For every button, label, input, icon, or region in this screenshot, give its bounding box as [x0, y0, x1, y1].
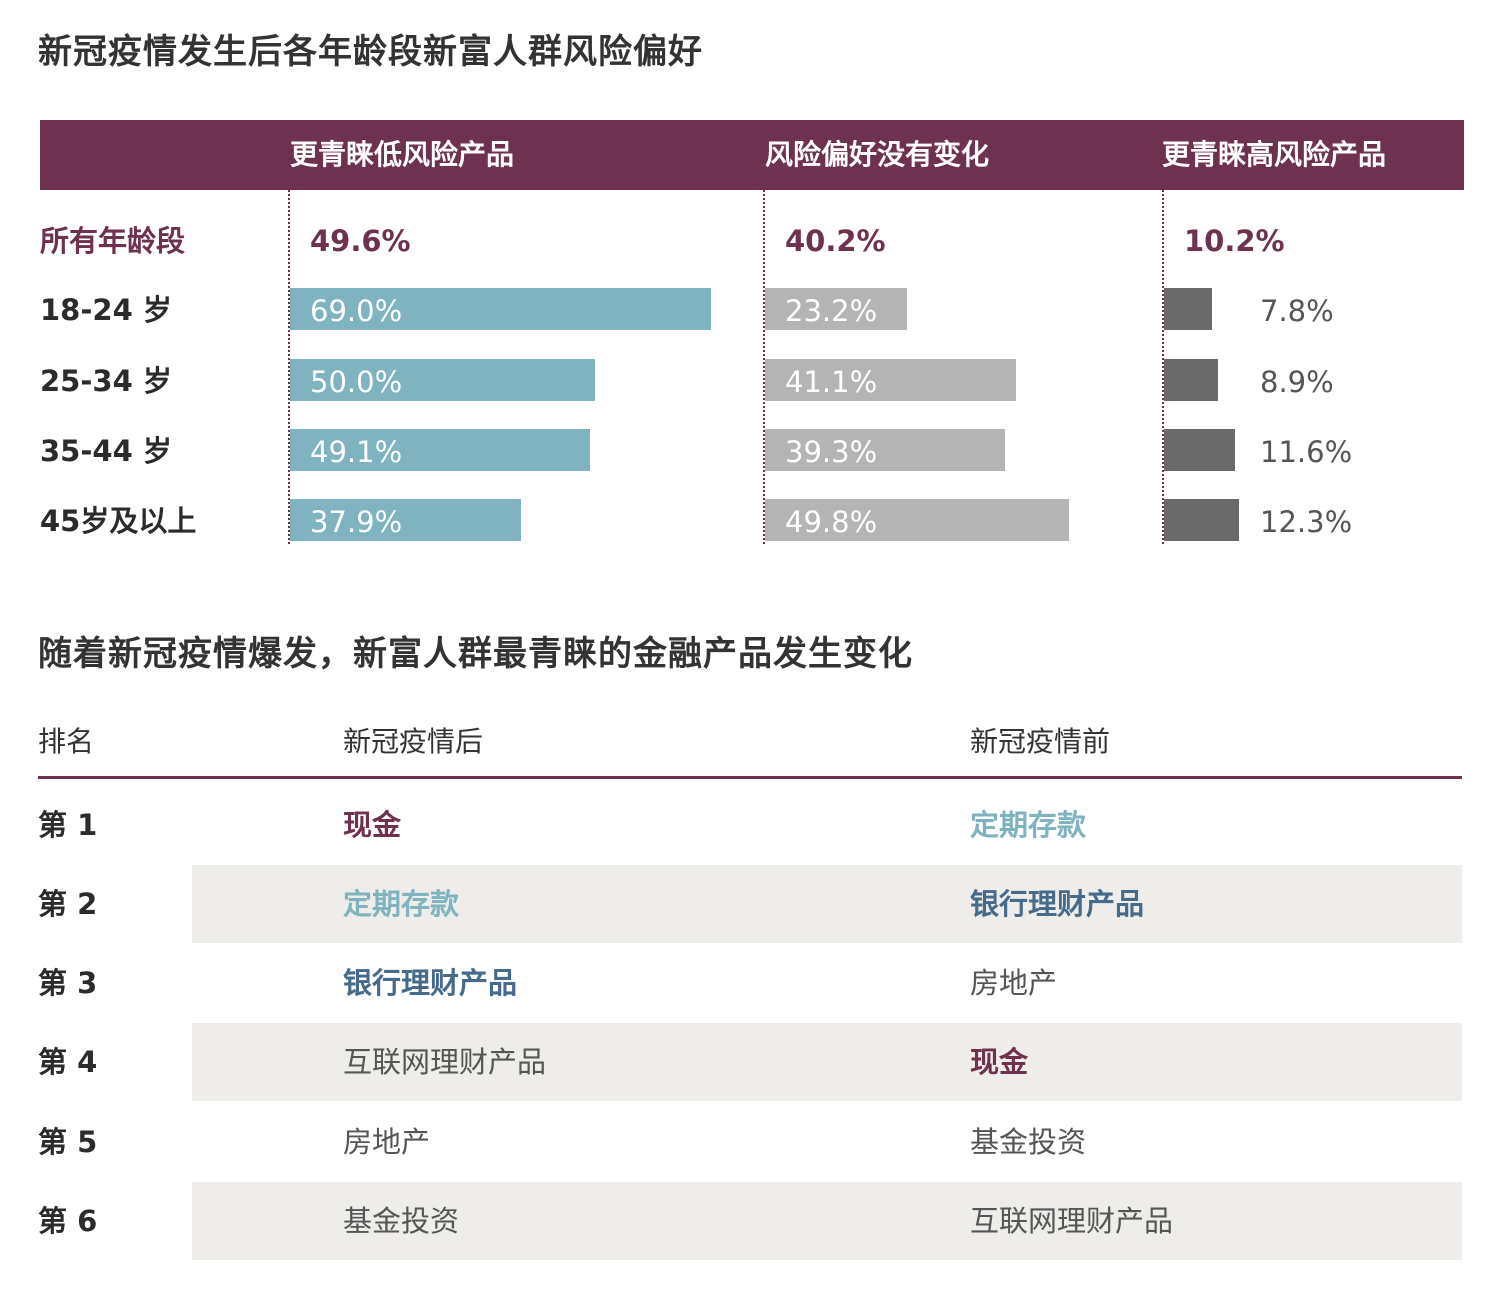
table-after-cell: 银行理财产品 [343, 966, 518, 1000]
bar-no-change [765, 359, 1016, 401]
chart-title: 新冠疫情发生后各年龄段新富人群风险偏好 [38, 32, 703, 72]
header-high-risk: 更青睐高风险产品 [1162, 138, 1387, 171]
bar-label-high-risk: 12.3% [1260, 505, 1353, 539]
bar-label-low-risk: 50.0% [310, 365, 403, 399]
row-shade [192, 865, 1462, 943]
table-header-rank: 排名 [38, 725, 95, 758]
divider-low-risk [288, 190, 290, 544]
table-after-cell: 房地产 [343, 1125, 431, 1159]
table-rank-cell: 第 6 [38, 1204, 98, 1238]
header-no-change: 风险偏好没有变化 [765, 138, 990, 171]
bar-label-no-change: 23.2% [785, 294, 878, 328]
bar-low-risk [290, 359, 595, 401]
table-header-before: 新冠疫情前 [970, 725, 1111, 758]
row-label: 18-24 岁 [40, 293, 172, 327]
row-label: 所有年龄段 [40, 224, 186, 258]
bar-label-high-risk: 8.9% [1260, 365, 1334, 399]
bar-label-no-change: 41.1% [785, 365, 878, 399]
bar-label-high-risk: 7.8% [1260, 294, 1334, 328]
table-before-cell: 房地产 [970, 966, 1058, 1000]
divider-high-risk [1162, 190, 1164, 544]
table-header-after: 新冠疫情后 [343, 725, 484, 758]
table-after-cell: 现金 [343, 808, 402, 842]
table-before-cell: 定期存款 [970, 808, 1087, 842]
bar-label-no-change: 39.3% [785, 435, 878, 469]
table-rank-cell: 第 4 [38, 1045, 98, 1079]
table-after-cell: 基金投资 [343, 1204, 460, 1238]
row-shade [192, 1182, 1462, 1260]
bar-label-no-change: 49.8% [785, 505, 878, 539]
bar-label-low-risk: 69.0% [310, 294, 403, 328]
table-rank-cell: 第 1 [38, 808, 98, 842]
bar-label-low-risk: 37.9% [310, 505, 403, 539]
row-label: 25-34 岁 [40, 364, 172, 398]
total-low-risk: 49.6% [310, 224, 411, 258]
table-rank-cell: 第 3 [38, 966, 98, 1000]
bar-no-change [765, 499, 1069, 541]
table-rank-cell: 第 2 [38, 887, 98, 921]
table-header-rule [38, 776, 1462, 779]
bar-no-change [765, 429, 1005, 471]
bar-low-risk [290, 499, 521, 541]
table-after-cell: 互联网理财产品 [343, 1045, 547, 1079]
row-label: 35-44 岁 [40, 434, 172, 468]
bar-high-risk [1164, 288, 1212, 330]
table-before-cell: 基金投资 [970, 1125, 1087, 1159]
total-high-risk: 10.2% [1184, 224, 1285, 258]
header-low-risk: 更青睐低风险产品 [290, 138, 515, 171]
row-shade [192, 1023, 1462, 1101]
table-before-cell: 银行理财产品 [970, 887, 1145, 921]
table-rank-cell: 第 5 [38, 1125, 98, 1159]
bar-label-high-risk: 11.6% [1260, 435, 1353, 469]
chart-header-bar: 更青睐低风险产品 风险偏好没有变化 更青睐高风险产品 [40, 120, 1464, 190]
bar-label-low-risk: 49.1% [310, 435, 403, 469]
bar-high-risk [1164, 429, 1235, 471]
bar-no-change [765, 288, 907, 330]
table-before-cell: 互联网理财产品 [970, 1204, 1174, 1238]
bar-low-risk [290, 429, 590, 471]
bar-low-risk [290, 288, 711, 330]
table-before-cell: 现金 [970, 1045, 1029, 1079]
bar-high-risk [1164, 499, 1239, 541]
table-title: 随着新冠疫情爆发，新富人群最青睐的金融产品发生变化 [38, 634, 913, 674]
row-label: 45岁及以上 [40, 504, 197, 538]
bar-high-risk [1164, 359, 1218, 401]
total-no-change: 40.2% [785, 224, 886, 258]
divider-no-change [763, 190, 765, 544]
table-after-cell: 定期存款 [343, 887, 460, 921]
